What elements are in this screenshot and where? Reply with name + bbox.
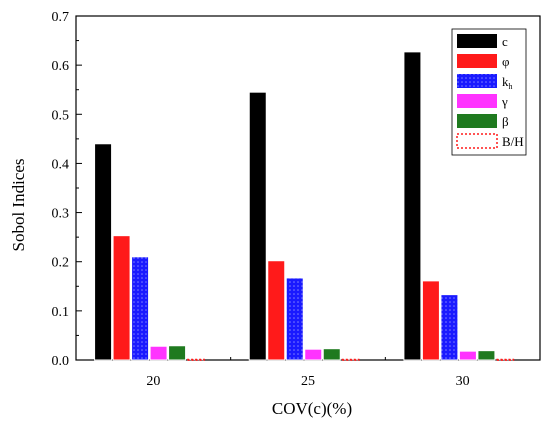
bar-30-s1 (421, 280, 440, 361)
legend-swatch (456, 133, 498, 149)
bar-20-s0 (94, 143, 113, 361)
bar-30-s3 (458, 350, 477, 361)
bar-25-s2 (285, 277, 304, 361)
legend-label: φ (502, 54, 510, 69)
bar-25-s4 (322, 348, 341, 361)
x-axis-label: COV(c)(%) (272, 399, 352, 418)
y-tick-label: 0.2 (52, 256, 70, 271)
bar-25-s0 (248, 91, 267, 361)
legend-label: B/H (502, 134, 524, 149)
legend-label: β (502, 114, 509, 129)
x-tick-label: 20 (146, 374, 160, 389)
legend-swatch (457, 54, 497, 68)
bar-20-s5 (186, 358, 205, 361)
bar-20-s3 (149, 345, 168, 361)
bar-20-s4 (168, 345, 187, 361)
y-axis-ticks: 0.0 0.1 0.2 0.3 0.4 0.5 0.6 0.7 (52, 10, 82, 369)
bar-30-s5 (495, 358, 515, 361)
legend-swatch (457, 114, 497, 128)
bar-20-s2 (131, 256, 150, 361)
bar-25-s5 (341, 358, 360, 361)
legend-label: c (502, 34, 508, 49)
x-tick-label: 25 (301, 374, 315, 389)
y-tick-label: 0.7 (52, 10, 70, 25)
y-tick-label: 0.3 (52, 207, 70, 222)
bar-30-s2 (440, 294, 459, 361)
legend-label: kh (502, 74, 513, 91)
y-tick-label: 0.6 (52, 59, 70, 74)
y-tick-label: 0.1 (52, 305, 70, 320)
legend-label-subscript: h (509, 82, 513, 91)
bar-25-s1 (267, 260, 286, 361)
bar-30-s0 (403, 51, 422, 361)
y-tick-label: 0.0 (52, 354, 70, 369)
bar-20-s1 (112, 235, 131, 361)
y-tick-label: 0.4 (52, 157, 70, 172)
legend-label: γ (501, 94, 508, 109)
y-tick-label: 0.5 (52, 108, 70, 123)
legend: cφ kh γβ B/H (451, 28, 527, 156)
bars-group (94, 51, 515, 361)
bar-25-s3 (304, 348, 323, 361)
x-tick-label: 30 (456, 374, 470, 389)
legend-swatch (457, 74, 497, 88)
y-axis-label: Sobol Indices (9, 158, 28, 251)
legend-swatch (457, 34, 497, 48)
legend-swatch (457, 94, 497, 108)
bar-30-s4 (477, 350, 496, 361)
